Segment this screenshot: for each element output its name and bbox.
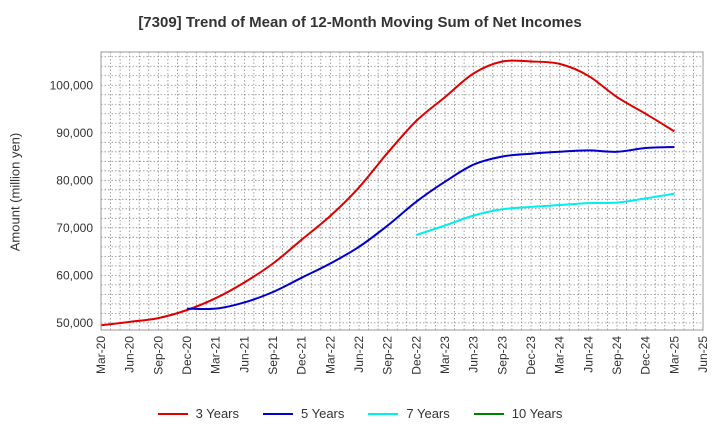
x-tick-label: Jun-20 xyxy=(123,336,137,373)
x-tick-label: Jun-25 xyxy=(696,336,710,373)
series-line-5-years xyxy=(186,146,675,311)
grid-lines xyxy=(101,52,703,330)
x-tick-label: Jun-22 xyxy=(352,336,366,373)
legend-swatch xyxy=(368,412,399,415)
y-tick-label: 100,000 xyxy=(50,78,94,92)
x-tick-label: Mar-22 xyxy=(323,336,337,374)
y-tick-label: 60,000 xyxy=(56,268,93,282)
legend-swatch xyxy=(157,412,188,415)
x-tick-label: Dec-24 xyxy=(639,336,653,375)
chart-title: [7309] Trend of Mean of 12-Month Moving … xyxy=(138,14,582,31)
legend-label: 10 Years xyxy=(511,406,563,421)
x-tick-label: Jun-23 xyxy=(467,336,481,373)
legend-swatch xyxy=(263,412,293,415)
x-tick-label: Dec-21 xyxy=(295,336,309,375)
legend-swatch xyxy=(473,412,504,415)
y-tick-label: 70,000 xyxy=(56,221,93,235)
y-tick-label: 80,000 xyxy=(56,173,93,187)
x-tick-label: Sep-22 xyxy=(381,336,395,375)
x-tick-label: Sep-23 xyxy=(495,336,509,375)
x-tick-label: Sep-24 xyxy=(610,336,624,375)
x-tick-label: Jun-24 xyxy=(581,336,595,373)
legend-item: 5 Years xyxy=(263,406,344,421)
legend-label: 5 Years xyxy=(301,406,345,421)
x-tick-label: Jun-21 xyxy=(237,336,251,373)
x-tick-label: Mar-25 xyxy=(667,336,681,374)
x-tick-label: Dec-23 xyxy=(524,336,538,375)
series-line-3-years xyxy=(100,59,675,327)
x-tick-label: Sep-21 xyxy=(266,336,280,375)
y-tick-label: 50,000 xyxy=(56,316,93,330)
x-tick-label: Dec-22 xyxy=(409,336,423,375)
legend-item: 3 Years xyxy=(157,406,239,421)
series-lines xyxy=(100,59,675,327)
legend-label: 7 Years xyxy=(406,406,450,421)
x-tick-label: Dec-20 xyxy=(180,336,194,375)
legend: 3 Years 5 Years 7 Years 10 Years xyxy=(0,406,720,421)
x-tick-label: Mar-24 xyxy=(553,336,567,374)
x-tick-label: Mar-23 xyxy=(438,336,452,374)
y-tick-labels: 50,000 60,000 70,000 80,000 90,000 100,000 xyxy=(50,78,94,330)
y-tick-label: 90,000 xyxy=(56,126,93,140)
plot-area xyxy=(101,52,703,330)
x-tick-labels: Mar-20 Jun-20 Sep-20 Dec-20 Mar-21 Jun-21 Sep-… xyxy=(94,336,710,375)
series-line-7-years xyxy=(415,192,675,236)
x-tick-label: Mar-21 xyxy=(209,336,223,374)
legend-item: 7 Years xyxy=(368,406,450,421)
plot-frame xyxy=(100,51,704,331)
legend-label: 3 Years xyxy=(195,406,239,421)
legend-item: 10 Years xyxy=(473,406,563,421)
x-tick-label: Sep-20 xyxy=(151,336,165,375)
x-tick-label: Mar-20 xyxy=(94,336,108,374)
